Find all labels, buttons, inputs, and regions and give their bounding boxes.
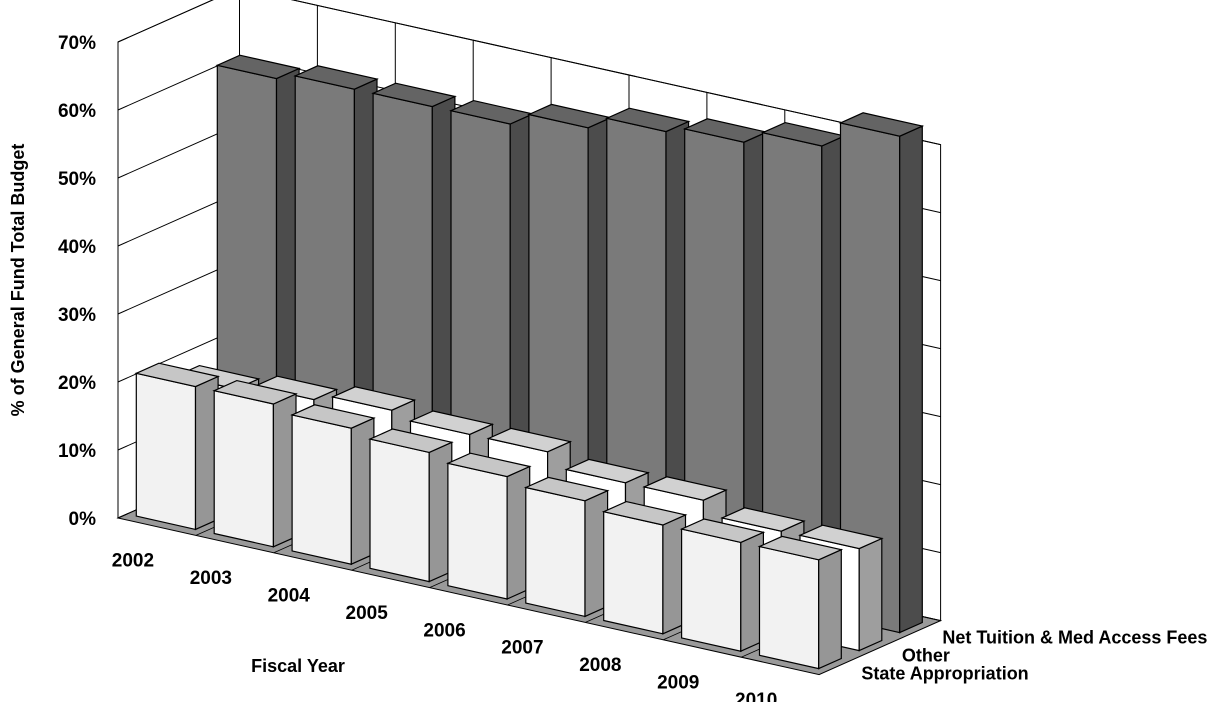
bar-top-face (679, 518, 766, 544)
bar-front-face (758, 545, 820, 670)
bar-top-face (523, 476, 610, 502)
y-tick-label: 50% (58, 169, 96, 190)
bar-top-face (330, 386, 417, 411)
x-tick-label: 2003 (190, 568, 232, 589)
y-axis-title: % of General Fund Total Budget (8, 144, 28, 417)
bar-state-appropriation-2004 (290, 404, 376, 566)
x-tick-label: 2007 (501, 638, 543, 659)
bar-side-face (818, 548, 842, 670)
x-tick-label: 2008 (579, 655, 621, 676)
bar-top-face (642, 476, 728, 501)
bar-front-face (680, 528, 742, 652)
bar-side-face (899, 125, 923, 634)
y-tick-label: 20% (58, 373, 96, 394)
bar-top-face (486, 427, 573, 453)
bar-top-face (601, 500, 688, 526)
bar-state-appropriation-2007 (523, 476, 610, 618)
bar-top-face (408, 410, 495, 436)
bar-state-appropriation-2010 (757, 535, 844, 670)
bar-net-tuition-med-access-fees-2009 (760, 121, 847, 617)
bar-top-face (446, 452, 532, 478)
bar-top-face (564, 458, 650, 484)
y-tick-label: 70% (58, 33, 96, 54)
x-tick-label: 2006 (423, 620, 465, 641)
bar-top-face (215, 54, 301, 80)
bar-top-face (371, 82, 457, 108)
bar-state-appropriation-2006 (446, 452, 532, 600)
x-tick-label: 2005 (346, 603, 389, 624)
bar-net-tuition-med-access-fees-2008 (682, 118, 769, 599)
chart-bars (134, 54, 925, 670)
bar-front-face (369, 438, 430, 583)
y-tick-label: 0% (69, 509, 97, 530)
bar-side-face (858, 537, 883, 652)
y-tick-label: 30% (58, 305, 96, 326)
bar-state-appropriation-2005 (368, 428, 454, 583)
bar-net-tuition-med-access-fees-2007 (604, 107, 691, 582)
y-tick-label: 10% (58, 441, 96, 462)
bar-front-face (525, 486, 586, 618)
bar-top-face (212, 379, 298, 405)
bar-top-face (368, 428, 454, 454)
bar-net-tuition-med-access-fees-2010 (838, 112, 925, 634)
bar-top-face (720, 507, 806, 532)
chart-labels: 0% 10% 20% 30% 40% 50% 60% 70% 2002 2003 2004 2005 2… (58, 33, 1207, 707)
series-label: Other (902, 646, 950, 666)
bar-front-face (291, 414, 352, 565)
bar-top-face (838, 112, 925, 137)
bar-front-face (135, 372, 197, 531)
y-tick-label: 40% (58, 237, 96, 258)
bar-state-appropriation-2002 (134, 362, 220, 531)
bar-state-appropriation-2009 (679, 518, 766, 653)
bar-top-face (798, 524, 884, 550)
series-label: Net Tuition & Med Access Fees (942, 628, 1207, 648)
x-tick-label: 2009 (657, 673, 699, 694)
series-label: State Appropriation (861, 664, 1028, 684)
bar-top-face (134, 362, 220, 388)
bar-front-face (603, 510, 664, 635)
bar-state-appropriation-2003 (212, 379, 298, 548)
bar-front-face (213, 389, 274, 548)
x-tick-label: 2002 (112, 551, 154, 572)
bar-top-face (757, 535, 844, 561)
x-tick-label: 2010 (735, 690, 777, 702)
bar-top-face (293, 65, 379, 90)
x-tick-label: 2004 (268, 586, 311, 607)
y-tick-label: 60% (58, 101, 96, 122)
x-axis-title: Fiscal Year (251, 656, 345, 676)
bar-state-appropriation-2008 (601, 500, 688, 635)
bar-top-face (604, 107, 691, 133)
bar-top-face (290, 404, 376, 429)
bar-front-face (447, 462, 508, 600)
